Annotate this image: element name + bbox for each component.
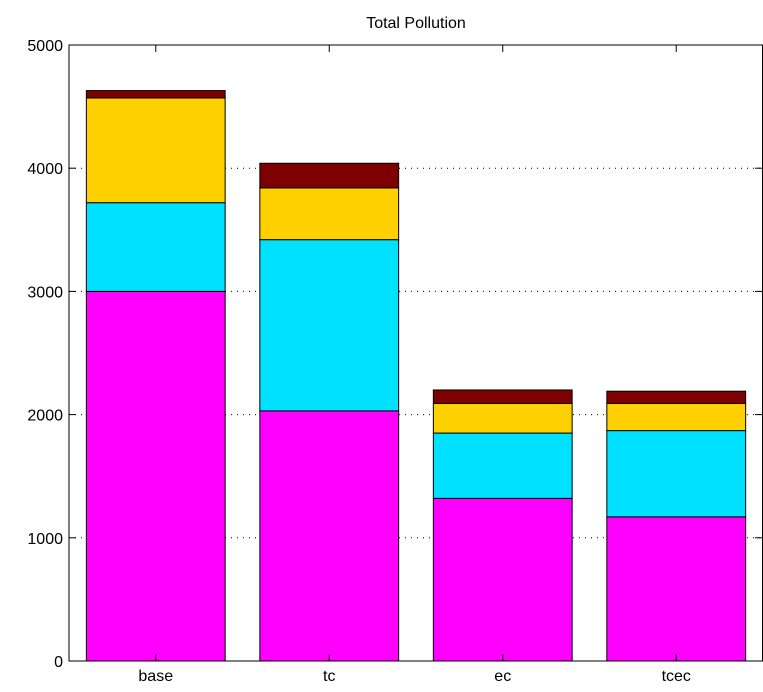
y-tick-label: 1000 (27, 531, 63, 548)
bar-segment-tc-1 (259, 410, 400, 662)
bars (85, 90, 747, 662)
axis-ticks (69, 44, 762, 662)
x-tick-label-tc: tc (323, 668, 335, 685)
bar-segment-tc-3 (259, 187, 400, 241)
bar-segment-tc-4 (259, 162, 400, 189)
x-tick-label-tcec: tcec (662, 668, 691, 685)
x-axis-tick-labels: base tc ec tcec (138, 668, 691, 685)
bar-segment-base-2 (85, 202, 226, 292)
y-tick-label: 3000 (27, 284, 63, 301)
bar-segment-ec-1 (432, 497, 573, 662)
y-tick-label: 0 (54, 654, 63, 671)
bar-segment-tcec-4 (606, 390, 747, 405)
x-tick-label-ec: ec (494, 668, 511, 685)
y-axis-tick-labels: 0 1000 2000 3000 4000 5000 (27, 38, 63, 671)
bar-segment-ec-2 (432, 432, 573, 499)
y-tick-label: 2000 (27, 408, 63, 425)
bar-segment-base-1 (85, 290, 226, 662)
chart-title: Total Pollution (366, 15, 466, 32)
bar-segment-tcec-1 (606, 516, 747, 662)
y-tick-label: 5000 (27, 38, 63, 55)
bar-segment-base-4 (85, 90, 226, 99)
bar-segment-ec-4 (432, 389, 573, 405)
bar-segment-ec-3 (432, 403, 573, 434)
y-tick-label: 4000 (27, 161, 63, 178)
bar-segment-tcec-3 (606, 403, 747, 432)
bar-segment-tcec-2 (606, 430, 747, 518)
bar-segment-base-3 (85, 97, 226, 204)
bar-segment-tc-2 (259, 239, 400, 412)
x-tick-label-base: base (138, 668, 173, 685)
